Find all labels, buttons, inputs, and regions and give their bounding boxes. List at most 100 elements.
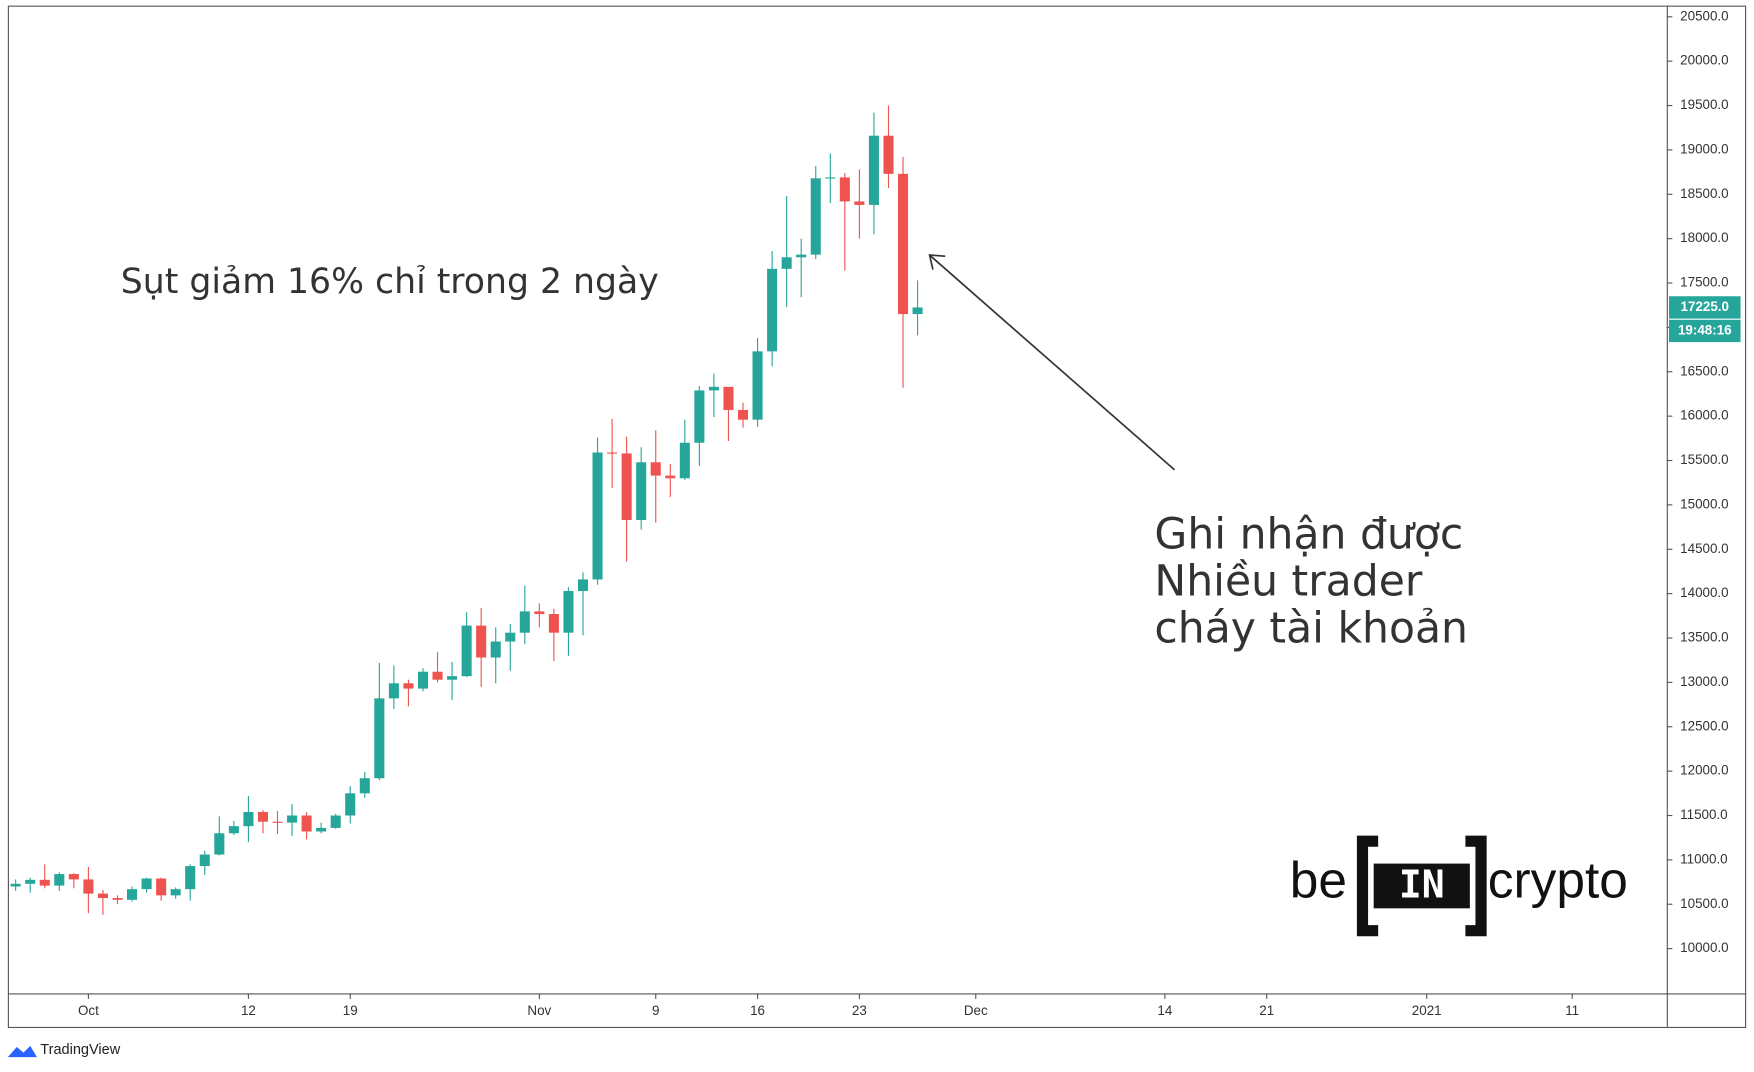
y-tick-label: 14000.0 [1680, 585, 1728, 600]
candle-body [25, 879, 36, 884]
candle-body [127, 889, 138, 900]
candle-body [272, 821, 283, 823]
candle-body [883, 135, 894, 174]
candle-body [228, 826, 239, 834]
x-tick-label: 2021 [1412, 1003, 1442, 1018]
candle-body [374, 698, 385, 779]
candle-body [112, 898, 123, 900]
x-tick-label: 19 [343, 1003, 358, 1018]
logo-text: IN [1399, 863, 1445, 907]
candle-body [39, 879, 50, 886]
annotation: cháy tài khoản [1154, 604, 1468, 653]
y-tick-label: 15000.0 [1680, 496, 1728, 511]
candle-body [345, 793, 356, 816]
countdown-bg [1668, 319, 1741, 343]
countdown: 19:48:16 [1678, 322, 1732, 337]
candle-body [621, 453, 632, 520]
frame [7, 5, 1747, 1029]
candle-body [403, 683, 414, 689]
x-tick-label: Dec [964, 1003, 988, 1018]
candle-body [737, 409, 749, 420]
candle-body [708, 386, 719, 391]
candle-body [534, 611, 545, 615]
candle-body [839, 177, 850, 202]
x-tick-label: 14 [1157, 1003, 1172, 1018]
candle-body [490, 641, 501, 658]
y-tick-label: 13500.0 [1680, 630, 1728, 645]
candle-body [592, 452, 603, 580]
candle-body [257, 811, 268, 822]
y-tick-label: 10000.0 [1680, 940, 1728, 955]
candle-body [388, 683, 399, 699]
candle-body [519, 611, 530, 633]
candle-body [417, 671, 429, 689]
x-tick-label: Oct [78, 1003, 99, 1018]
y-tick-label: 16000.0 [1680, 408, 1728, 423]
arrow [928, 254, 1176, 471]
footer: TradingView [40, 1042, 120, 1058]
x-tick-label: 23 [852, 1003, 867, 1018]
candle-body [54, 874, 65, 886]
logo: be IN crypto [1290, 835, 1628, 937]
candle-body [781, 257, 792, 269]
y-tick-label: 20500.0 [1680, 8, 1728, 23]
y-tick-label: 19000.0 [1680, 141, 1728, 156]
x-tick-label: Nov [527, 1003, 551, 1018]
y-tick-label: 16500.0 [1680, 363, 1728, 378]
candle-body [810, 178, 821, 255]
tradingview-logo: TradingView [7, 1042, 121, 1058]
candle-body [650, 462, 661, 476]
price-label: 17225.0 [1681, 299, 1729, 314]
y-tick-label: 18000.0 [1680, 230, 1728, 245]
y-tick-label: 13000.0 [1680, 674, 1728, 689]
candle-body [432, 671, 443, 680]
y-tick-label: 20000.0 [1680, 53, 1728, 68]
candle-body [548, 614, 559, 633]
candle-body [679, 442, 690, 479]
logo-text: be [1290, 850, 1347, 908]
x-tick-label: 11 [1565, 1003, 1579, 1018]
candle-body [170, 889, 181, 896]
candle-body [83, 879, 94, 894]
candle-body [636, 462, 647, 520]
candle-body [752, 351, 763, 420]
x-tick-label: 16 [750, 1003, 765, 1018]
y-tick-label: 18500.0 [1680, 186, 1728, 201]
candle-body [912, 307, 923, 315]
candle-body [505, 632, 516, 642]
candle-body [359, 778, 370, 794]
candle-body [141, 878, 152, 890]
candle-body [214, 833, 225, 855]
candle-body [287, 815, 298, 823]
candle-body [185, 866, 196, 890]
x-tick-label: 9 [652, 1003, 659, 1018]
candle-body [330, 815, 341, 828]
y-tick-label: 14500.0 [1680, 541, 1728, 556]
y-tick-label: 12000.0 [1680, 763, 1728, 778]
candle-body [607, 452, 618, 454]
candle-body [767, 268, 778, 352]
candle-body [199, 854, 210, 867]
logo-text: crypto [1488, 850, 1628, 908]
annotation: Ghi nhận được [1154, 510, 1463, 559]
candle-body [825, 177, 836, 179]
y-tick-label: 11500.0 [1680, 807, 1727, 822]
candle-body [577, 579, 589, 591]
candle-body [563, 590, 574, 633]
y-tick-label: 10500.0 [1680, 896, 1728, 911]
y-tick-label: 15500.0 [1680, 452, 1728, 467]
annotation: Nhiều trader [1154, 557, 1422, 606]
candle-body [316, 827, 327, 832]
candle-body [694, 390, 705, 443]
candle-body [854, 201, 865, 205]
y-tick-label: 17500.0 [1680, 275, 1728, 290]
candle-body [796, 254, 807, 258]
annotation: Sụt giảm 16% chỉ trong 2 ngày [121, 262, 659, 302]
candle-body [476, 625, 487, 658]
candle-body [723, 386, 734, 410]
candle-body [97, 893, 108, 899]
candle-body [68, 874, 79, 880]
y-tick-label: 11000.0 [1680, 851, 1727, 866]
candle-body [461, 625, 472, 677]
